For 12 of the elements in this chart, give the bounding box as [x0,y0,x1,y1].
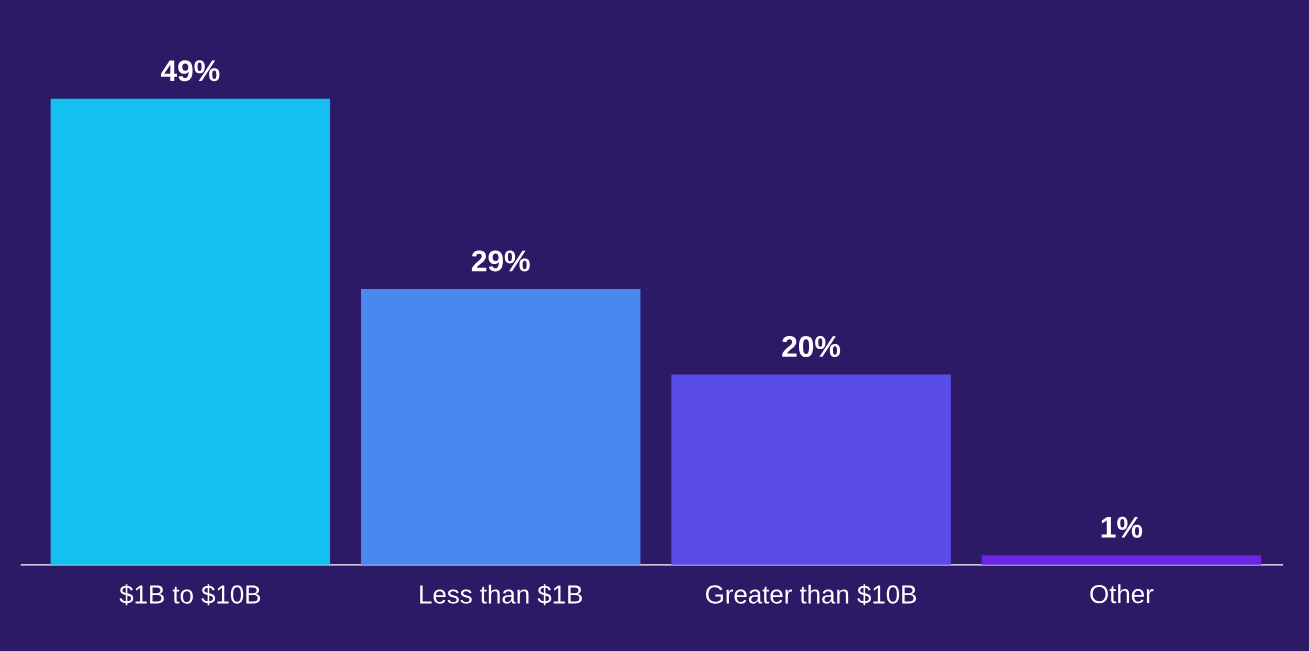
bar [671,374,951,565]
x-tick-label: Less than $1B [420,584,582,606]
bar [361,289,641,565]
data-label: 1% [1101,517,1143,538]
bar [981,555,1262,565]
x-tick-label: $1B to $10B [119,584,261,606]
x-tick-label: Greater than $10B [706,584,916,606]
bar [50,98,331,565]
data-label: 20% [782,336,841,358]
data-label: 49% [160,60,220,82]
data-label: 29% [471,250,530,272]
x-tick-label: Other [1090,584,1154,604]
